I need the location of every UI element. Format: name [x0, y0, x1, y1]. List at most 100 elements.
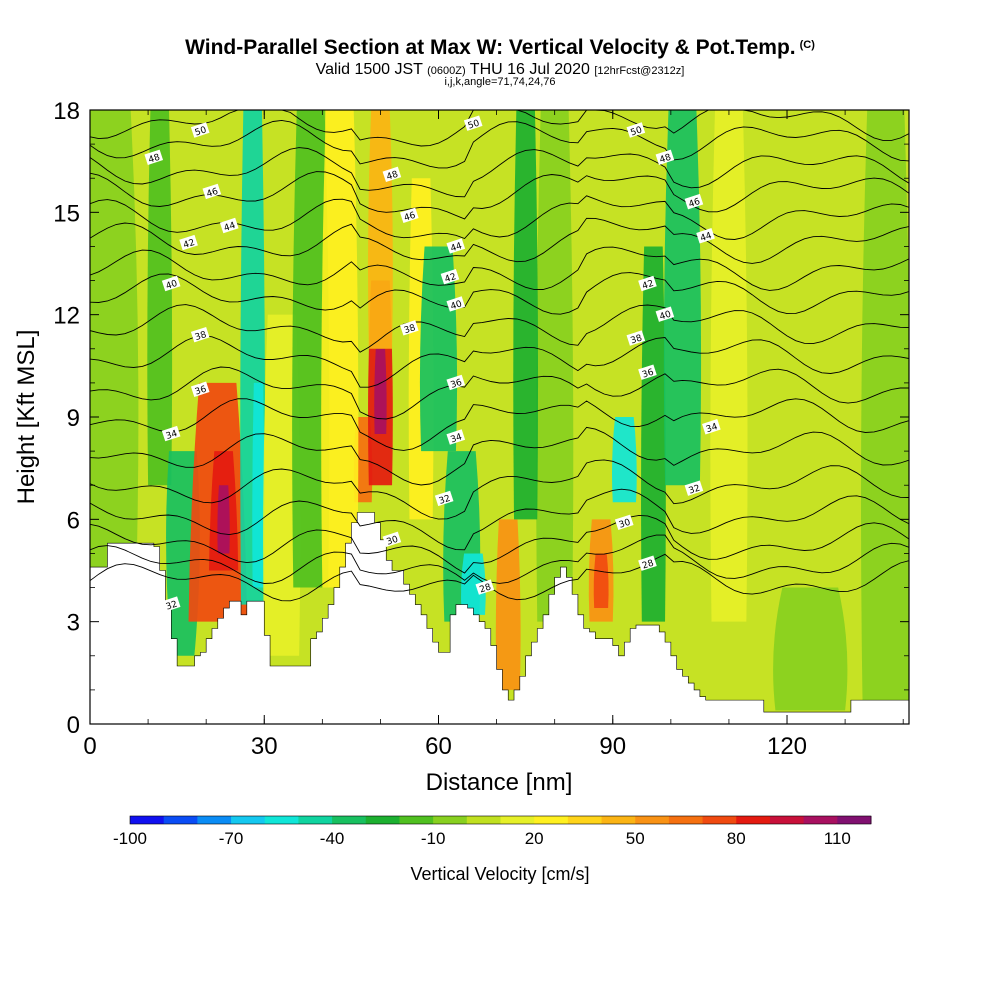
colorbar-swatch — [433, 816, 468, 824]
contour-label: 44 — [219, 217, 239, 234]
contour-label-text: 48 — [659, 153, 673, 166]
chart-index-line: i,j,k,angle=71,74,24,76 — [444, 76, 556, 88]
velocity-plume — [321, 110, 359, 588]
y-tick-label: 9 — [67, 405, 80, 432]
contour-label: 28 — [638, 555, 657, 572]
contour-label: 28 — [475, 579, 495, 596]
colorbar-tick-label: 110 — [824, 829, 851, 848]
y-tick-label: 3 — [67, 610, 80, 637]
velocity-plume — [536, 110, 574, 622]
contour-label-text: 28 — [641, 558, 655, 571]
x-tick-label: 30 — [251, 733, 278, 760]
colorbar-label: Vertical Velocity [cm/s] — [410, 864, 589, 884]
x-axis-label: Distance [nm] — [426, 769, 573, 796]
contour-label-text: 48 — [386, 170, 400, 183]
contour-label: 34 — [161, 425, 181, 442]
colorbar-tick-label: -70 — [219, 829, 244, 848]
contour-label-text: 42 — [444, 272, 458, 285]
contour-label: 46 — [202, 183, 222, 200]
contour-label: 50 — [190, 122, 210, 138]
contour-label-text: 42 — [182, 238, 196, 251]
chart-subtitle: Valid 1500 JST (0600Z) THU 16 Jul 2020 [… — [315, 61, 685, 78]
contour-label: 40 — [161, 275, 181, 292]
contour-label-text: 30 — [386, 535, 400, 548]
x-tick-label: 0 — [83, 733, 96, 760]
contour-label-text: 44 — [223, 221, 237, 234]
contour-label-text: 40 — [449, 299, 463, 312]
velocity-plume — [419, 246, 458, 452]
contour-label-text: 50 — [629, 125, 643, 138]
y-tick-label: 18 — [53, 98, 80, 125]
contour-label: 40 — [446, 296, 466, 312]
velocity-plume — [90, 110, 139, 571]
colorbar-swatch — [365, 816, 400, 824]
contour-label: 36 — [446, 374, 466, 391]
contour-label-text: 40 — [659, 309, 673, 322]
isentrope-line — [90, 426, 909, 486]
colorbar-swatch — [163, 816, 198, 824]
isentrope-line — [90, 171, 909, 220]
contour-label: 38 — [400, 320, 419, 336]
contour-label: 46 — [684, 193, 704, 210]
velocity-plume — [374, 348, 387, 435]
contour-label-text: 32 — [688, 484, 702, 497]
terrain-mask — [90, 512, 909, 724]
colorbar-tick-label: -10 — [421, 829, 446, 848]
colorbar-tick-label: -100 — [113, 829, 147, 848]
contour-label-text: 34 — [449, 432, 463, 445]
colorbar-swatch — [332, 816, 367, 824]
contour-label-text: 34 — [705, 422, 719, 435]
contour-label-text: 44 — [699, 231, 713, 244]
isentrope-line — [90, 398, 909, 451]
contour-label-text: 32 — [438, 494, 452, 507]
velocity-plume — [710, 110, 748, 622]
contour-label-text: 42 — [641, 279, 655, 292]
isentrope-line — [90, 217, 909, 264]
contour-label-text: 50 — [194, 125, 208, 138]
isentrope-line — [90, 335, 909, 388]
y-tick-label: 12 — [53, 303, 80, 330]
isentrope-line — [90, 366, 909, 420]
contour-label: 42 — [179, 234, 198, 251]
colorbar-swatch — [130, 816, 165, 824]
contour-label: 40 — [655, 306, 675, 323]
velocity-plume — [593, 553, 609, 609]
contour-label: 34 — [446, 429, 466, 445]
velocity-plume — [252, 382, 265, 588]
velocity-plume — [641, 246, 666, 622]
colorbar-swatch — [601, 816, 636, 824]
contour-label: 36 — [190, 381, 210, 398]
contour-label-text: 30 — [618, 518, 632, 531]
velocity-plume — [773, 587, 848, 711]
colorbar-swatch — [466, 816, 501, 824]
colorbar-swatch — [231, 816, 266, 824]
isentrope-line — [90, 110, 909, 147]
x-tick-label: 60 — [425, 733, 452, 760]
contour-label-text: 36 — [641, 367, 655, 380]
isentrope-line — [90, 147, 909, 198]
colorbar-swatch — [298, 816, 333, 824]
velocity-plume — [663, 110, 702, 486]
contour-label: 46 — [400, 207, 419, 224]
contour-label-text: 46 — [205, 187, 219, 200]
velocity-plume — [860, 110, 909, 701]
x-tick-label: 90 — [599, 733, 626, 760]
contour-label-text: 32 — [165, 600, 179, 613]
contour-label: 48 — [382, 166, 402, 183]
contour-label: 38 — [626, 330, 646, 346]
colorbar-swatch — [567, 816, 603, 824]
velocity-plume — [263, 314, 301, 656]
colorbar-swatch — [837, 816, 872, 824]
contour-label-text: 50 — [467, 118, 481, 131]
isentrope-line — [90, 534, 909, 584]
colorbar-swatch — [702, 816, 737, 824]
contour-label-text: 46 — [688, 197, 702, 210]
velocity-plume — [353, 417, 373, 503]
isentrope-line — [90, 514, 909, 574]
isentrope-line — [90, 459, 909, 520]
contour-label: 50 — [463, 115, 483, 132]
contour-label-text: 36 — [194, 385, 208, 398]
contour-label-text: 28 — [478, 582, 492, 595]
isentrope-line — [90, 272, 909, 315]
